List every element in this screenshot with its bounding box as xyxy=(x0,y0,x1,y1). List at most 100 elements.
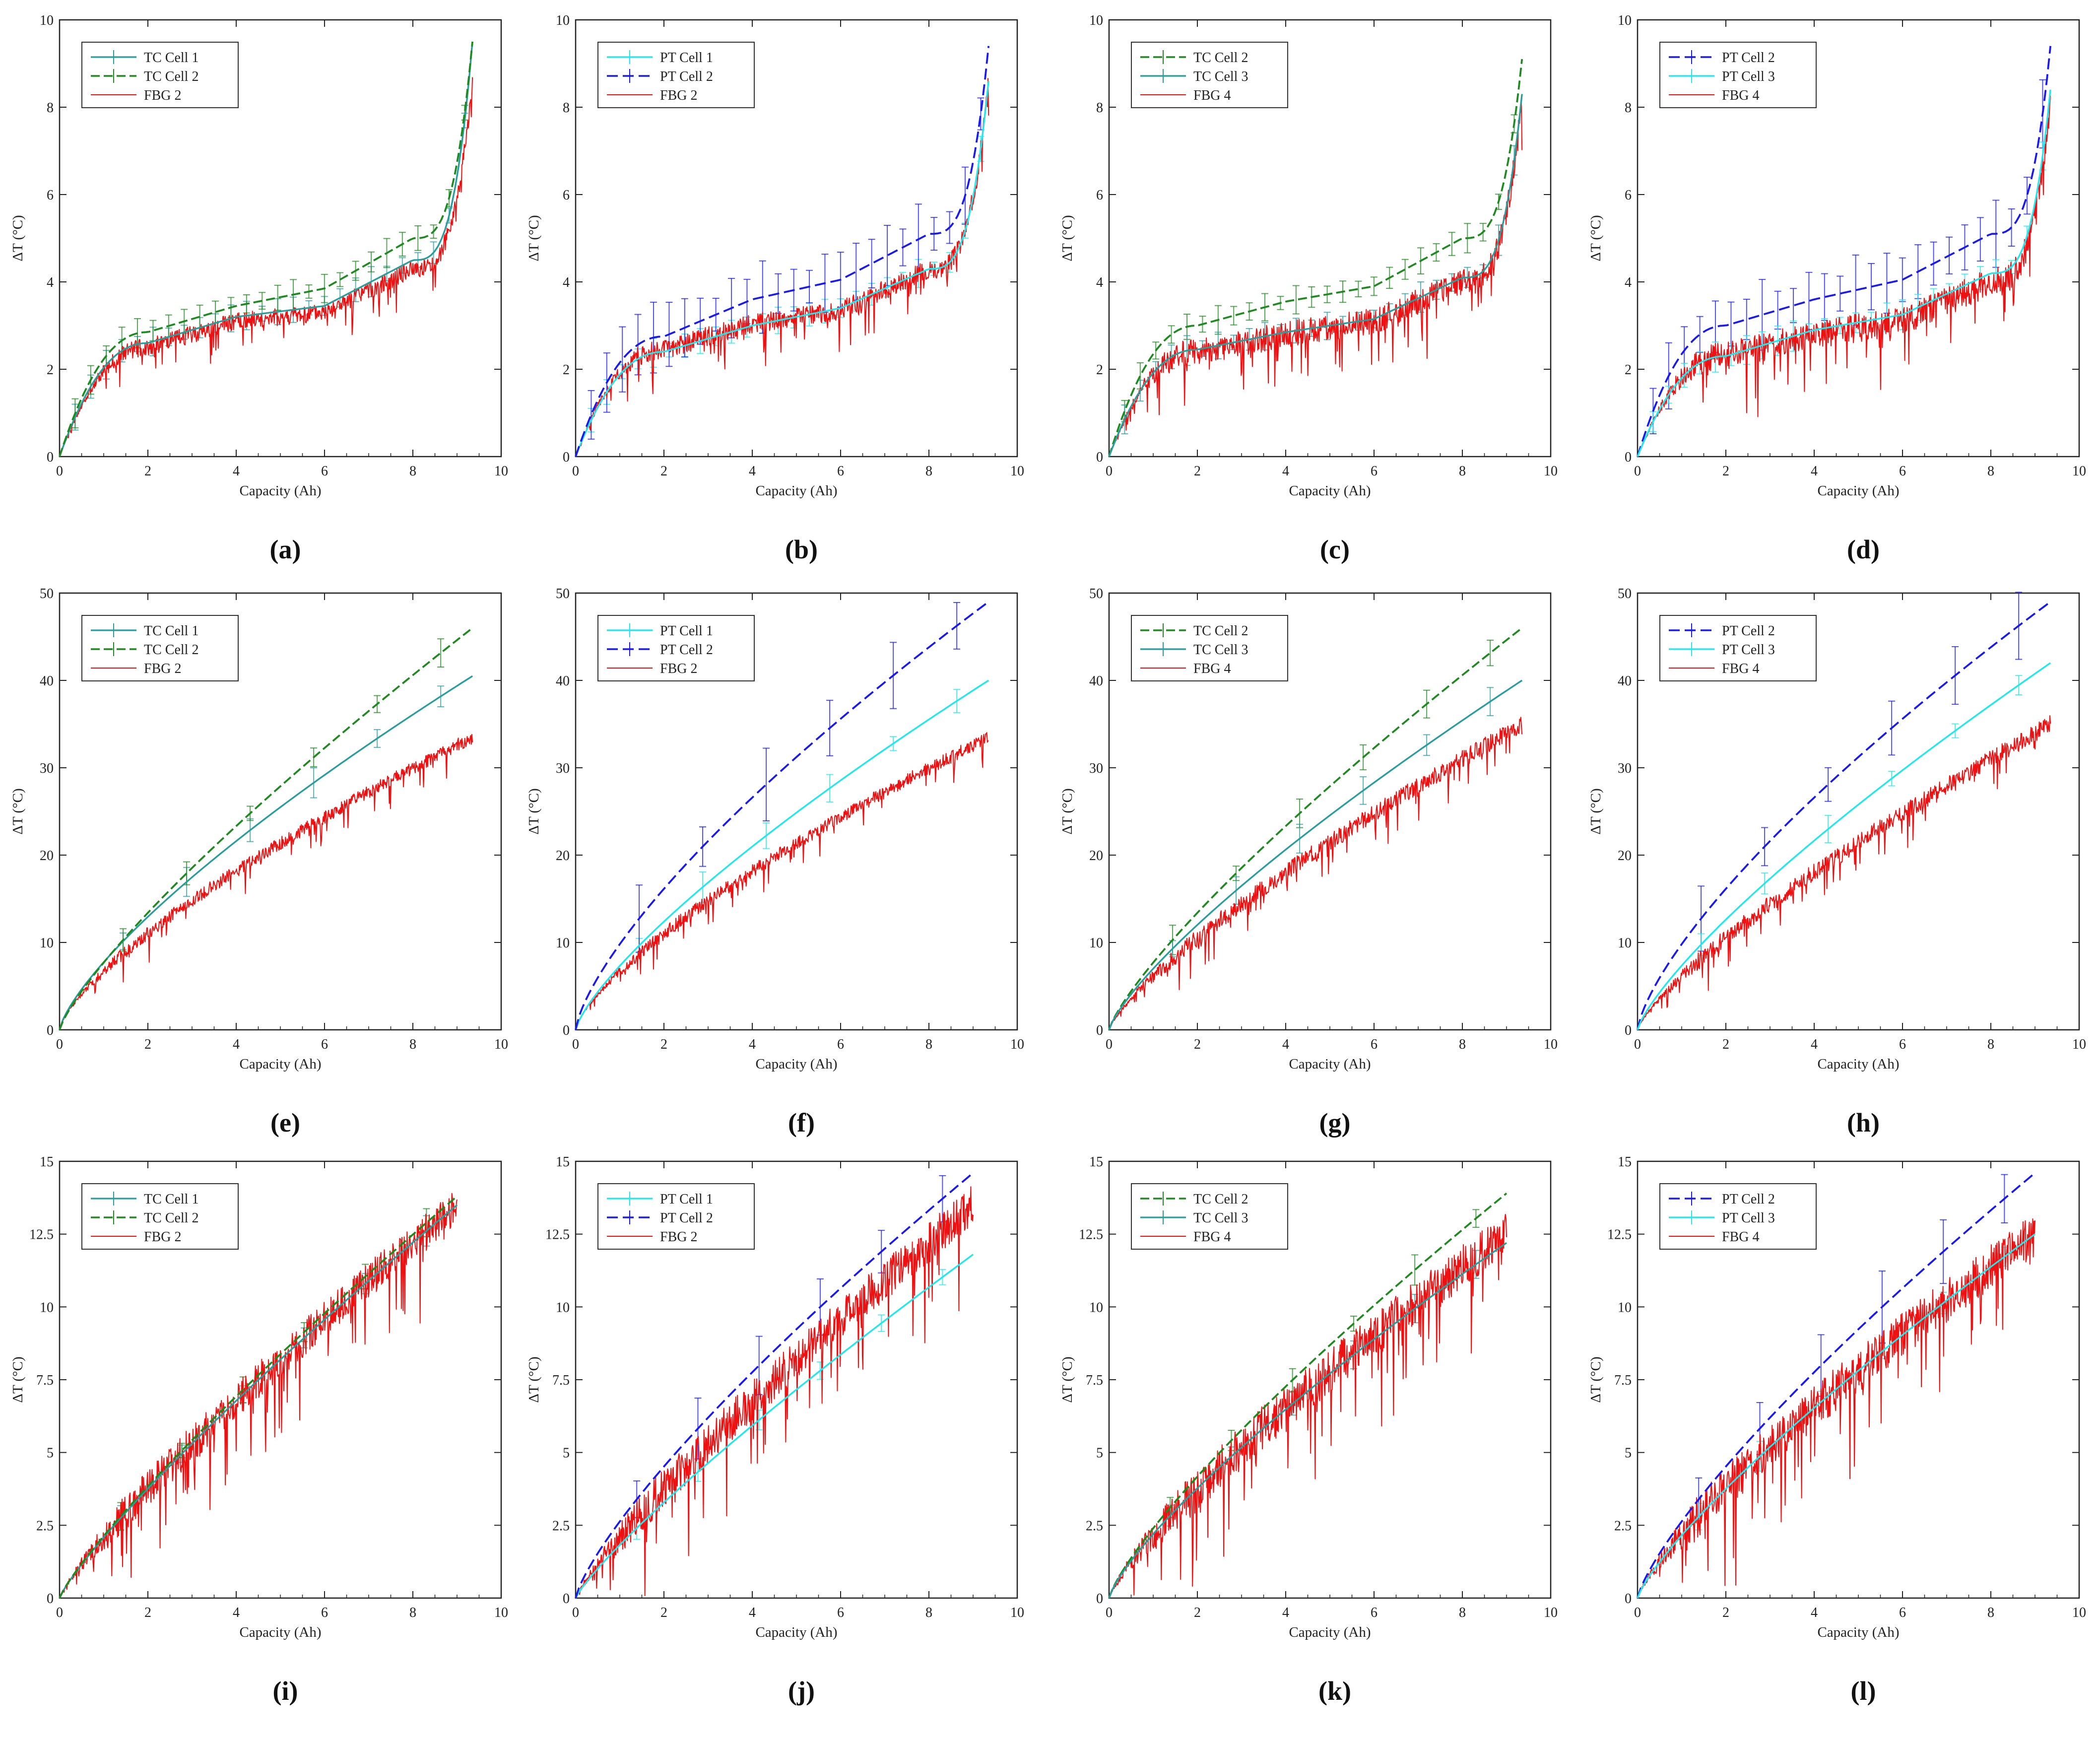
y-tick-label: 0 xyxy=(1096,1023,1103,1038)
x-tick-label: 0 xyxy=(56,1605,63,1620)
y-tick-label: 40 xyxy=(1089,673,1103,689)
y-tick-label: 30 xyxy=(1618,761,1632,776)
x-tick-label: 4 xyxy=(1811,1605,1818,1620)
panel-label: (e) xyxy=(270,1108,300,1138)
legend-label: FBG 4 xyxy=(1722,1229,1759,1245)
x-tick-label: 10 xyxy=(494,464,508,479)
panel-label: (h) xyxy=(1847,1108,1880,1138)
fbg-trace xyxy=(575,732,989,1030)
legend: TC Cell 2 TC Cell 3 FBG 4 xyxy=(1131,615,1288,681)
panel-label: (l) xyxy=(1851,1676,1876,1706)
legend: TC Cell 1 TC Cell 2 FBG 2 xyxy=(81,1183,239,1250)
x-tick-label: 10 xyxy=(1010,1037,1024,1052)
y-tick-label: 0 xyxy=(1096,450,1103,465)
reference-trace-overlay xyxy=(1637,89,2051,457)
panel-label: (b) xyxy=(785,535,818,564)
y-tick-label: 7.5 xyxy=(552,1373,570,1388)
chart-panel-j: 0 2 4 6 8 10 0 2.5 5 7.5 10 12.5 15 Capacity (Ah) ΔT (… xyxy=(526,1154,1024,1706)
legend-label: TC Cell 3 xyxy=(1193,642,1248,658)
y-tick-label: 5 xyxy=(1096,1446,1103,1461)
x-tick-label: 8 xyxy=(1987,464,1994,479)
x-tick-label: 4 xyxy=(1811,1037,1818,1052)
x-tick-label: 10 xyxy=(2072,1037,2086,1052)
x-tick-label: 10 xyxy=(1010,464,1024,479)
y-tick-label: 20 xyxy=(1618,848,1632,864)
x-tick-label: 2 xyxy=(1194,1605,1201,1620)
x-tick-label: 6 xyxy=(837,1605,844,1620)
legend-label: PT Cell 3 xyxy=(1722,1210,1775,1226)
y-axis-label: ΔT (°C) xyxy=(526,215,542,261)
x-tick-label: 10 xyxy=(1544,1605,1558,1620)
y-tick-label: 0 xyxy=(563,450,570,465)
x-tick-label: 4 xyxy=(749,1605,756,1620)
x-tick-label: 8 xyxy=(925,1037,932,1052)
legend-label: FBG 4 xyxy=(1722,661,1759,676)
x-tick-label: 4 xyxy=(233,1605,240,1620)
legend-label: FBG 2 xyxy=(660,661,697,676)
panel-label: (k) xyxy=(1318,1676,1351,1706)
y-tick-label: 5 xyxy=(1625,1446,1632,1461)
legend-label: PT Cell 3 xyxy=(1722,69,1775,84)
legend-label: TC Cell 1 xyxy=(144,623,198,639)
y-tick-label: 2 xyxy=(1096,362,1103,378)
x-tick-label: 6 xyxy=(1899,1037,1906,1052)
y-axis-label: ΔT (°C) xyxy=(10,1356,26,1403)
y-tick-label: 2 xyxy=(563,362,570,378)
reference-trace-overlay xyxy=(1108,1193,1508,1599)
y-tick-label: 10 xyxy=(40,936,54,951)
y-tick-label: 7.5 xyxy=(36,1373,54,1388)
reference-trace-overlay xyxy=(1637,1233,2035,1599)
legend-label: TC Cell 2 xyxy=(1193,623,1248,639)
fbg-trace xyxy=(1637,1218,2035,1599)
legend-label: FBG 2 xyxy=(144,1229,181,1245)
y-tick-label: 12.5 xyxy=(29,1227,54,1243)
legend-label: TC Cell 2 xyxy=(144,642,198,658)
legend: TC Cell 1 TC Cell 2 FBG 2 xyxy=(81,42,239,108)
x-tick-label: 0 xyxy=(1634,464,1641,479)
fbg-trace xyxy=(59,1193,458,1599)
x-tick-label: 6 xyxy=(1899,1605,1906,1620)
y-tick-label: 0 xyxy=(47,450,54,465)
reference-trace-overlay xyxy=(1108,1242,1507,1599)
chart-panel-g: 0 2 4 6 8 10 0 10 20 30 40 50 Capacity (Ah) ΔT (°C) TC… xyxy=(1059,586,1558,1138)
fbg-trace xyxy=(1109,1213,1507,1599)
x-tick-label: 4 xyxy=(1811,464,1818,479)
y-tick-label: 10 xyxy=(1089,1300,1103,1315)
x-axis-label: Capacity (Ah) xyxy=(755,1624,837,1640)
y-tick-label: 8 xyxy=(1625,100,1632,116)
fbg-trace xyxy=(1637,95,2051,457)
reference-trace-overlay xyxy=(1108,627,1523,1030)
x-tick-label: 10 xyxy=(494,1037,508,1052)
x-tick-label: 6 xyxy=(1371,1605,1378,1620)
reference-trace-overlay xyxy=(1637,662,2051,1030)
x-tick-label: 8 xyxy=(1459,1605,1466,1620)
panel-label: (f) xyxy=(788,1108,815,1138)
y-tick-label: 15 xyxy=(40,1154,54,1170)
legend-label: PT Cell 1 xyxy=(660,1192,713,1207)
y-axis-label: ΔT (°C) xyxy=(526,788,542,834)
y-tick-label: 2.5 xyxy=(1086,1518,1103,1534)
x-tick-label: 8 xyxy=(1987,1605,1994,1620)
x-tick-label: 10 xyxy=(1010,1605,1024,1620)
chart-panel-d: 0 2 4 6 8 10 0 2 4 6 8 10 Capacity (Ah) ΔT (°C) PT Cel… xyxy=(1588,13,2086,564)
panel-label: (j) xyxy=(788,1676,815,1706)
legend-box xyxy=(1659,42,1817,108)
x-tick-label: 0 xyxy=(1634,1037,1641,1052)
y-axis-label: ΔT (°C) xyxy=(1059,1356,1075,1403)
legend: PT Cell 2 PT Cell 3 FBG 4 xyxy=(1659,615,1817,681)
x-axis-label: Capacity (Ah) xyxy=(239,1624,321,1640)
reference-trace-overlay xyxy=(575,1172,974,1599)
x-axis-label: Capacity (Ah) xyxy=(1289,1624,1371,1640)
y-axis-label: ΔT (°C) xyxy=(10,788,26,834)
x-tick-label: 6 xyxy=(837,464,844,479)
x-tick-label: 0 xyxy=(572,1037,579,1052)
x-tick-label: 0 xyxy=(1106,1605,1113,1620)
x-axis-label: Capacity (Ah) xyxy=(1817,1624,1899,1640)
legend-label: FBG 4 xyxy=(1193,661,1231,676)
legend: TC Cell 2 TC Cell 3 FBG 4 xyxy=(1131,42,1288,108)
x-tick-label: 2 xyxy=(144,464,151,479)
y-tick-label: 10 xyxy=(556,13,570,28)
x-axis-label: Capacity (Ah) xyxy=(239,1056,321,1072)
x-tick-label: 0 xyxy=(56,464,63,479)
series-fbg-2 xyxy=(59,1193,458,1599)
